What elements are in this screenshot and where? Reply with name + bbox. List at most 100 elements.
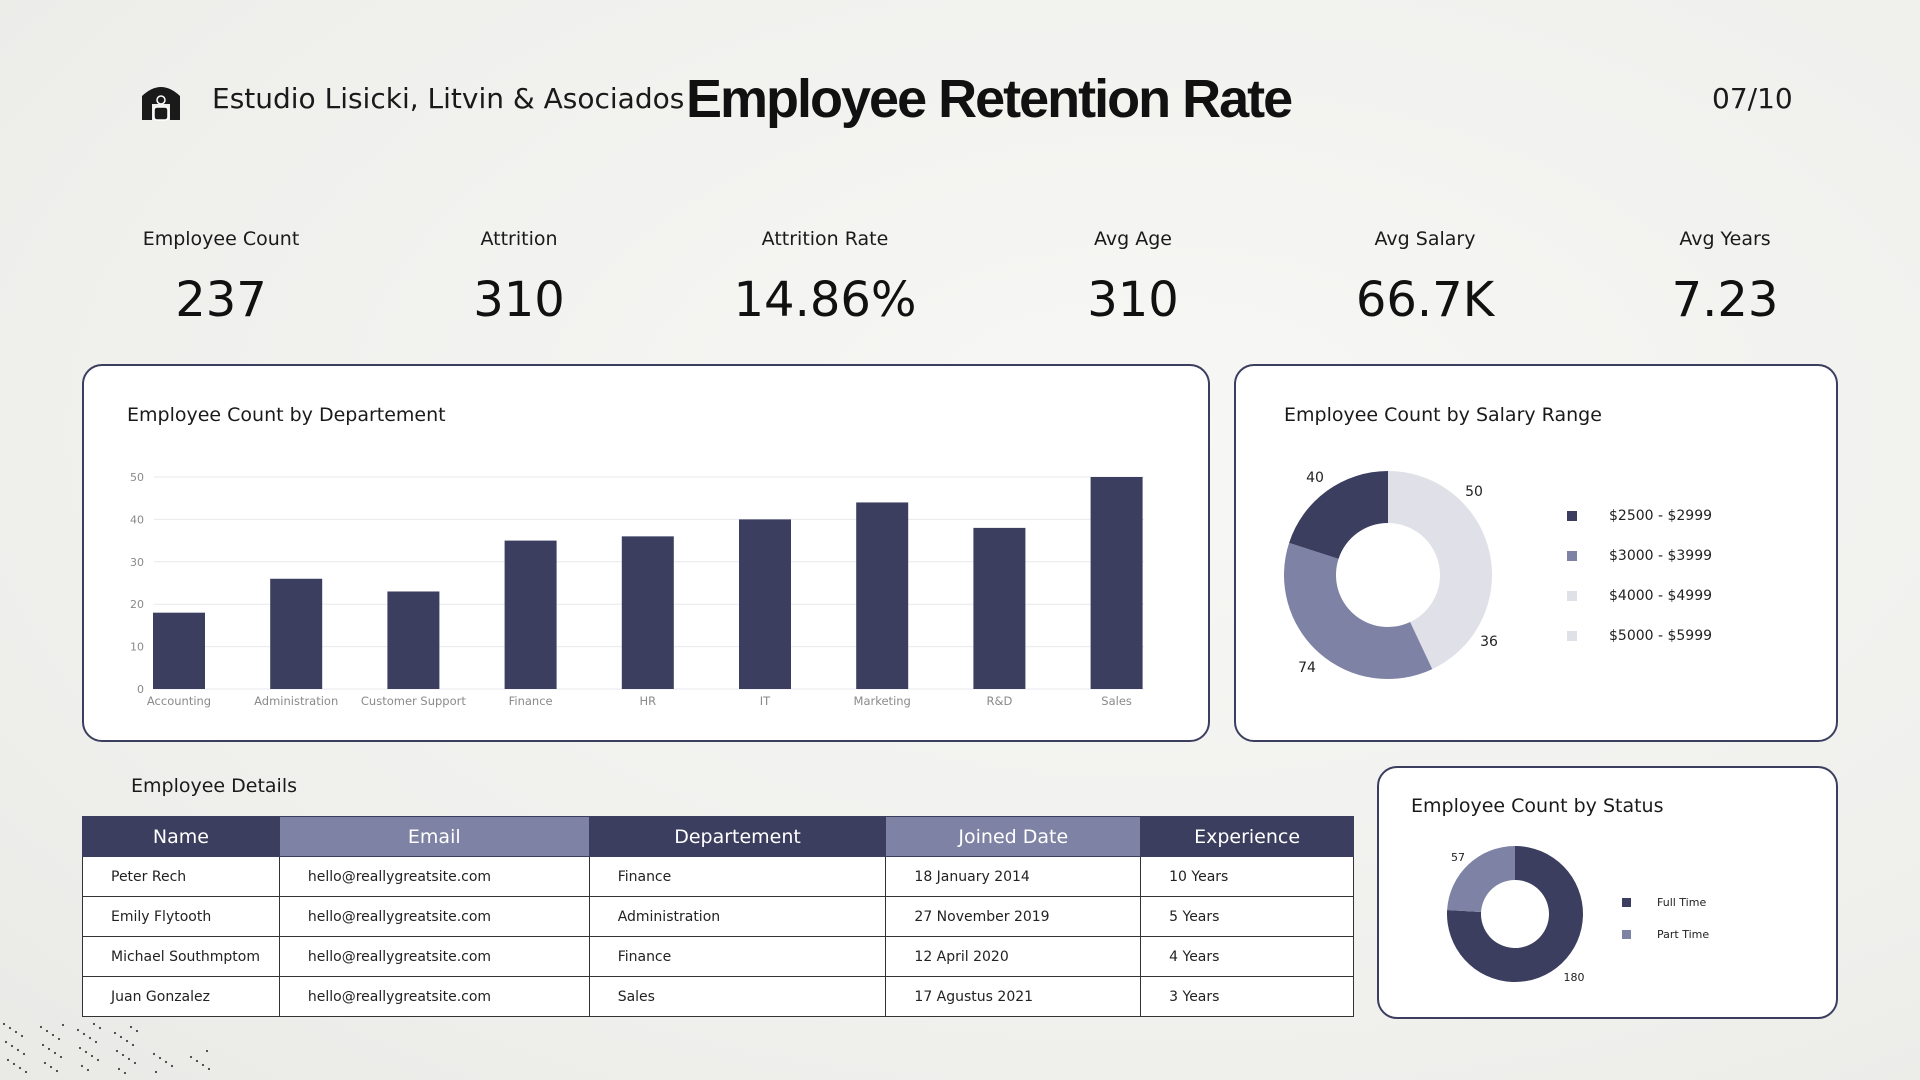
kpi-attrition-rate: Attrition Rate 14.86% [675, 228, 975, 328]
column-header-email[interactable]: Email [278, 816, 590, 857]
cell-joined-date: 12 April 2020 [885, 936, 1142, 977]
decorative-dots [2, 1022, 211, 1075]
company-name: Estudio Lisicki, Litvin & Asociados [212, 82, 685, 115]
dot [14, 1030, 18, 1034]
bar [153, 612, 205, 689]
dot [59, 1055, 63, 1059]
dot [80, 1064, 84, 1068]
column-header-departement[interactable]: Departement [588, 816, 887, 857]
kpi-attrition: Attrition 310 [369, 228, 669, 328]
bar [1090, 477, 1143, 689]
y-tick-label: 50 [130, 471, 144, 484]
dot [135, 1029, 139, 1033]
y-tick-label: 10 [130, 641, 144, 654]
dot [6, 1058, 10, 1062]
slice-label: 74 [1298, 660, 1316, 676]
table-row: Peter Rech hello@reallygreatsite.com Finan… [82, 856, 1354, 897]
dot [201, 1063, 205, 1067]
dot [205, 1049, 209, 1053]
kpi-label: Avg Salary [1374, 228, 1476, 250]
dot [4, 1040, 8, 1044]
dot [84, 1050, 88, 1054]
dot [88, 1036, 92, 1040]
kpi-label: Avg Age [1094, 228, 1172, 250]
bar [621, 536, 674, 689]
dot [16, 1048, 20, 1052]
dot [90, 1054, 94, 1058]
chart-title: Employee Count by Salary Range [1284, 404, 1602, 426]
column-header-joined-date[interactable]: Joined Date [885, 816, 1142, 857]
legend-label: $3000 - $3999 [1609, 548, 1713, 564]
kpi-avg-age: Avg Age 310 [983, 228, 1283, 328]
page-number: 07/10 [1712, 82, 1793, 115]
dot [119, 1035, 123, 1039]
x-tick-label: Sales [1101, 694, 1132, 708]
legend-label: $2500 - $2999 [1609, 508, 1713, 524]
dot [2, 1022, 6, 1026]
slice-label: 36 [1480, 634, 1498, 650]
legend-swatch [1567, 591, 1577, 601]
status-donut-chart: 180 57 [1447, 846, 1585, 984]
dot [195, 1059, 199, 1063]
department-chart-card: Employee Count by Departement 0 10 20 30 40 5… [82, 364, 1210, 742]
kpi-label: Attrition Rate [761, 228, 889, 250]
table-row: Juan Gonzalez hello@reallygreatsite.com Sa… [82, 976, 1354, 1017]
legend-item: $3000 - $3999 [1567, 536, 1712, 576]
dot [22, 1052, 26, 1056]
dot [45, 1029, 49, 1033]
donut-slice [1284, 542, 1433, 679]
legend-swatch [1622, 929, 1631, 939]
x-tick-label: R&D [986, 694, 1012, 708]
dot [53, 1051, 57, 1055]
dot [98, 1026, 102, 1030]
x-tick-label: Accounting [147, 694, 211, 708]
kpi-value: 14.86% [733, 272, 917, 328]
column-header-name[interactable]: Name [82, 816, 280, 857]
salary-donut-chart: 40 74 36 50 [1284, 470, 1498, 679]
cell-joined-date: 27 November 2019 [885, 896, 1142, 937]
cell-email: hello@reallygreatsite.com [278, 976, 590, 1017]
kpi-avg-salary: Avg Salary 66.7K [1275, 228, 1575, 328]
legend-swatch [1567, 551, 1577, 561]
department-bar-chart: 0 10 20 30 40 50 Accounting Administration Custo… [130, 471, 1144, 708]
column-header-experience[interactable]: Experience [1140, 816, 1354, 857]
dot [121, 1053, 125, 1057]
x-tick-label: Administration [254, 694, 338, 708]
cell-name: Michael Southmptom [82, 936, 280, 977]
x-tick-label: IT [760, 694, 771, 708]
table-header-row: Name Email Departement Joined Date Exper… [82, 816, 1354, 857]
legend-item: $2500 - $2999 [1567, 496, 1712, 536]
kpi-employee-count: Employee Count 237 [71, 228, 371, 328]
building-icon [142, 87, 180, 121]
table-row: Emily Flytooth hello@reallygreatsite.com A… [82, 896, 1354, 937]
y-tick-label: 20 [130, 598, 144, 611]
status-legend: Full Time Part Time [1622, 886, 1709, 950]
x-tick-label: Customer Support [361, 694, 466, 708]
dot [170, 1064, 174, 1068]
slice-label: 57 [1451, 851, 1465, 864]
legend-item: Full Time [1622, 886, 1709, 918]
cell-experience: 4 Years [1140, 936, 1354, 977]
cell-email: hello@reallygreatsite.com [278, 936, 590, 977]
x-tick-label: Finance [509, 694, 553, 708]
legend-swatch [1567, 511, 1577, 521]
dot [55, 1069, 59, 1073]
donut-slice [1447, 846, 1583, 982]
cell-departement: Finance [588, 936, 887, 977]
dot [113, 1031, 117, 1035]
chart-title: Employee Count by Status [1411, 795, 1664, 817]
cell-joined-date: 18 January 2014 [885, 856, 1142, 897]
dot [82, 1032, 86, 1036]
legend-swatch [1622, 897, 1631, 907]
dot [158, 1056, 162, 1060]
salary-legend: $2500 - $2999 $3000 - $3999 $4000 - $4999 $… [1567, 496, 1712, 656]
x-tick-label: Marketing [854, 694, 911, 708]
y-tick-label: 40 [130, 513, 144, 526]
dot [117, 1067, 121, 1071]
legend-item: Part Time [1622, 918, 1709, 950]
cell-experience: 10 Years [1140, 856, 1354, 897]
dot [86, 1068, 90, 1072]
table-title: Employee Details [131, 775, 298, 797]
dot [123, 1071, 127, 1075]
dot [164, 1060, 168, 1064]
